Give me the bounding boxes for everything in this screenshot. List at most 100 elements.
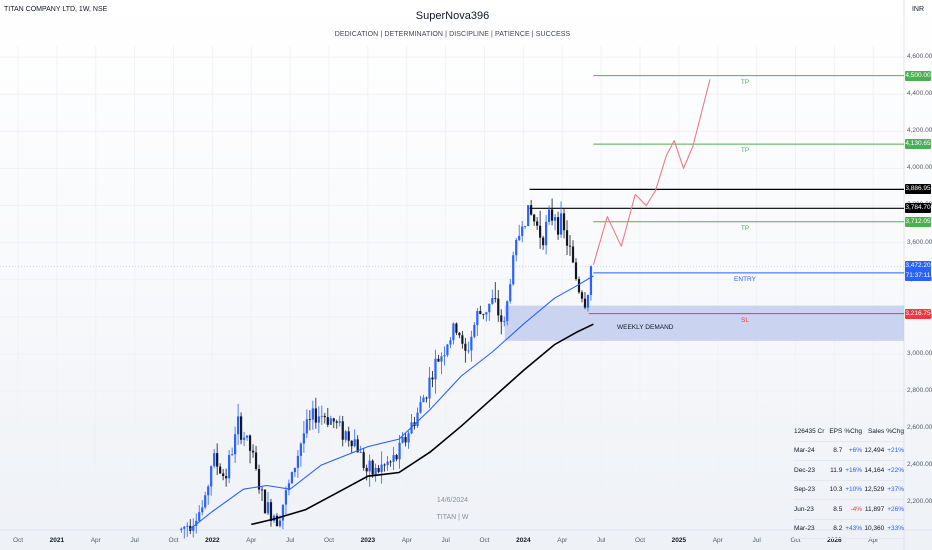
candle bbox=[210, 466, 213, 487]
financials-cell-eps: 10.3 bbox=[827, 480, 843, 500]
resistance-1-badge: 3,886.95 bbox=[905, 184, 931, 195]
financials-cell-eps-chg: +43% bbox=[842, 519, 863, 539]
candle bbox=[389, 461, 392, 463]
time-tick-label: 2023 bbox=[360, 537, 376, 544]
candle bbox=[419, 402, 422, 413]
projection-group bbox=[592, 79, 711, 265]
time-tick-label: Oct bbox=[634, 537, 646, 544]
candle bbox=[371, 460, 374, 475]
time-tick-label: Jul bbox=[130, 537, 139, 544]
candle bbox=[395, 455, 398, 460]
financials-cell-period: Mar-23 bbox=[794, 519, 828, 539]
candle bbox=[311, 408, 314, 420]
financials-cell-period: Jun-23 bbox=[794, 499, 828, 520]
candle bbox=[452, 323, 455, 341]
candle bbox=[386, 461, 389, 466]
candle bbox=[416, 412, 419, 427]
financials-cell-sales: 12,494 bbox=[862, 441, 885, 461]
price-tick-label: 4,600.00 bbox=[907, 53, 932, 61]
candle bbox=[350, 440, 353, 447]
candle bbox=[344, 431, 347, 440]
price-tick-label: 4,400.00 bbox=[907, 90, 932, 98]
financials-cell-eps: 8.2 bbox=[827, 519, 843, 539]
candle bbox=[571, 246, 575, 263]
financials-row: Sep-23 10.3 +10% 12,529 +37% bbox=[794, 480, 904, 500]
financials-cell-eps-chg: -4% bbox=[842, 499, 863, 520]
candle bbox=[482, 313, 485, 315]
candle bbox=[236, 416, 240, 435]
candle bbox=[524, 226, 527, 227]
candle bbox=[314, 408, 317, 423]
price-tick-label: 3,600.00 bbox=[907, 238, 932, 246]
candle bbox=[431, 377, 434, 380]
candle bbox=[377, 467, 380, 472]
candle bbox=[497, 298, 500, 316]
time-tick-label: Apr bbox=[401, 537, 412, 544]
candle bbox=[323, 415, 326, 418]
ema-group bbox=[188, 275, 594, 531]
candle bbox=[476, 311, 479, 325]
candle bbox=[583, 298, 587, 308]
price-tick-label: 4,200.00 bbox=[907, 127, 932, 135]
candle bbox=[553, 217, 557, 221]
price-tick-label: 2,800.00 bbox=[907, 386, 932, 394]
candle bbox=[183, 526, 186, 529]
currency-label[interactable]: INR bbox=[911, 6, 924, 13]
financials-cell-sales: 14,164 bbox=[862, 460, 885, 481]
candle bbox=[219, 466, 222, 474]
tp-3-badge: 4,500.00 bbox=[905, 70, 931, 81]
financials-cell-eps: 8.7 bbox=[827, 441, 843, 461]
financials-cell-period: Sep-23 bbox=[794, 480, 828, 500]
time-tick-label: Oct bbox=[168, 537, 179, 544]
candle bbox=[488, 303, 491, 313]
candle bbox=[254, 452, 258, 469]
candle bbox=[494, 298, 497, 299]
stop-loss-label: SL bbox=[741, 316, 749, 324]
candle bbox=[198, 512, 201, 521]
financials-cell-eps: 8.5 bbox=[827, 499, 843, 520]
candle bbox=[281, 504, 285, 521]
time-tick-label: 2022 bbox=[205, 537, 220, 544]
candle bbox=[239, 416, 243, 440]
entry-label: ENTRY bbox=[734, 275, 756, 283]
candle bbox=[467, 350, 470, 352]
candle bbox=[401, 436, 404, 443]
candle bbox=[512, 255, 515, 285]
financials-cell-period: Mar-24 bbox=[794, 441, 828, 461]
candle bbox=[347, 431, 350, 441]
candle bbox=[192, 525, 195, 531]
candle bbox=[503, 320, 506, 322]
candle bbox=[383, 464, 386, 466]
sales-header: Sales bbox=[862, 422, 885, 442]
candle bbox=[536, 221, 539, 226]
candle bbox=[577, 279, 581, 293]
candle bbox=[559, 213, 563, 235]
market-cap-header: 126435 Cr bbox=[794, 422, 828, 442]
price-tick-label: 2,600.00 bbox=[907, 424, 932, 431]
candle bbox=[422, 397, 425, 403]
candle bbox=[231, 454, 234, 456]
candle bbox=[515, 239, 518, 256]
time-tick-label: Apr bbox=[557, 537, 568, 544]
candle bbox=[470, 336, 473, 351]
candle bbox=[257, 468, 261, 490]
candle bbox=[580, 292, 584, 299]
candle bbox=[353, 439, 356, 447]
candle bbox=[216, 453, 219, 467]
price-tick-label: 4,000.00 bbox=[907, 164, 932, 172]
candle bbox=[245, 435, 249, 438]
time-tick-label: Jul bbox=[441, 537, 450, 544]
candle bbox=[485, 312, 488, 315]
candle bbox=[296, 455, 299, 468]
financials-row: Mar-23 8.2 +43% 10,360 +33% bbox=[794, 519, 904, 539]
financials-cell-sales-chg: +21% bbox=[884, 441, 904, 461]
candle bbox=[305, 419, 308, 434]
candle bbox=[443, 355, 446, 357]
candle bbox=[263, 489, 267, 514]
symbol-info[interactable]: TITAN COMPANY LTD, 1W, NSE bbox=[4, 6, 108, 13]
candle bbox=[464, 343, 467, 351]
candle bbox=[506, 301, 509, 321]
candle bbox=[550, 209, 554, 221]
